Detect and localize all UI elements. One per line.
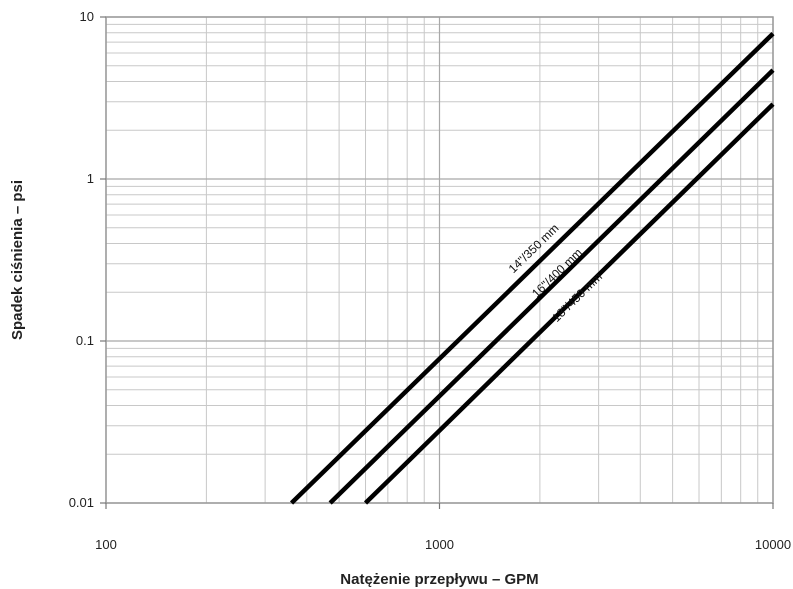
y-tick-label: 0.1 [76, 333, 94, 348]
y-axis-ticks: 0.01 0.1 1 10 [69, 9, 106, 510]
y-axis-title: Spadek ciśnienia – psi [9, 180, 26, 340]
x-tick-label: 10000 [755, 537, 791, 552]
series-line [363, 102, 775, 505]
y-tick-label: 10 [80, 9, 94, 24]
series-lines [289, 31, 775, 505]
x-axis-title: Natężenie przepływu – GPM [340, 571, 538, 588]
y-tick-label: 0.01 [69, 495, 94, 510]
x-axis-ticks: 100 1000 10000 [95, 503, 791, 552]
series-line [289, 31, 775, 505]
y-tick-label: 1 [87, 171, 94, 186]
x-tick-label: 1000 [425, 537, 454, 552]
x-tick-label: 100 [95, 537, 117, 552]
series-line [328, 68, 775, 505]
